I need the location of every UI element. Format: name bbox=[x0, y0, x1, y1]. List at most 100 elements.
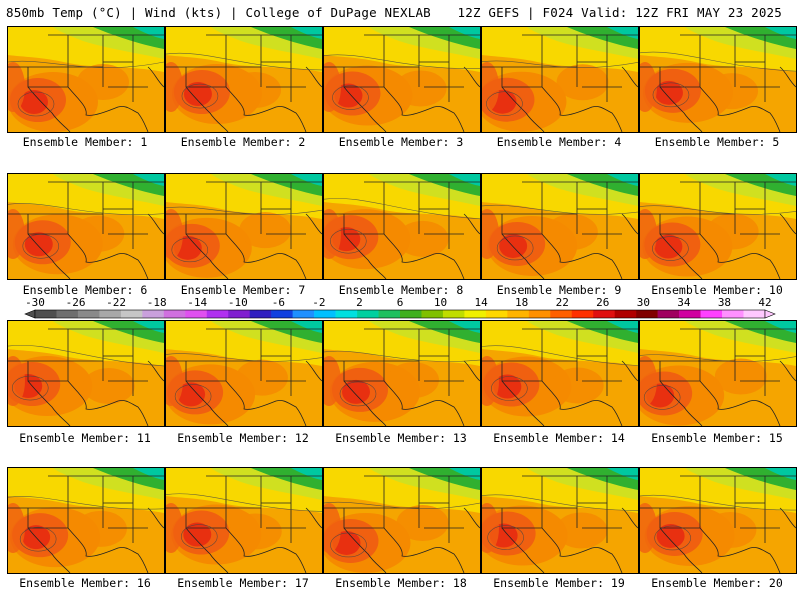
temperature-colorbar: -30 -26 -22 -18 -14 -10 -6 -2 2 6 10 14 18 22 26 30 34 38… bbox=[24, 296, 776, 319]
colorbar-segment bbox=[185, 310, 208, 318]
temperature-field bbox=[482, 321, 638, 426]
colorbar-segment bbox=[636, 310, 658, 318]
colorbar-segment bbox=[120, 310, 143, 318]
member-label-10: Ensemble Member: 10 bbox=[651, 283, 783, 297]
temperature-field bbox=[640, 321, 796, 426]
colorbar-segment bbox=[464, 310, 487, 318]
colorbar-segment bbox=[206, 310, 229, 318]
colorbar-segment bbox=[528, 310, 551, 318]
member-label-19: Ensemble Member: 19 bbox=[493, 576, 625, 590]
member-map-15 bbox=[639, 320, 797, 427]
colorbar-tick-label: 22 bbox=[556, 296, 569, 309]
colorbar-segment bbox=[743, 310, 766, 318]
colorbar-tick-label: -18 bbox=[147, 296, 167, 309]
colorbar-segment bbox=[357, 310, 379, 318]
member-map-19 bbox=[481, 467, 639, 574]
colorbar-segment bbox=[700, 310, 723, 318]
colorbar-segment bbox=[56, 310, 79, 318]
colorbar-tick-label: -6 bbox=[272, 296, 285, 309]
temperature-field bbox=[324, 468, 480, 573]
member-map-16 bbox=[7, 467, 165, 574]
colorbar-segment bbox=[335, 310, 358, 318]
temperature-field bbox=[8, 174, 164, 279]
member-label-3: Ensemble Member: 3 bbox=[338, 135, 464, 149]
colorbar-segment bbox=[679, 310, 701, 318]
member-label-9: Ensemble Member: 9 bbox=[496, 283, 622, 297]
temperature-field bbox=[482, 468, 638, 573]
colorbar-max-arrow bbox=[764, 309, 776, 319]
member-map-14 bbox=[481, 320, 639, 427]
colorbar-tick-label: 14 bbox=[474, 296, 488, 309]
colorbar-tick-label: 42 bbox=[758, 296, 771, 309]
member-map-5 bbox=[639, 26, 797, 133]
temperature-field bbox=[166, 321, 322, 426]
member-map-7 bbox=[165, 173, 323, 280]
colorbar-segment bbox=[142, 310, 165, 318]
member-map-10 bbox=[639, 173, 797, 280]
colorbar-segment bbox=[614, 310, 637, 318]
member-map-18 bbox=[323, 467, 481, 574]
temperature-field bbox=[640, 174, 796, 279]
colorbar-tick-label: -10 bbox=[228, 296, 248, 309]
member-label-2: Ensemble Member: 2 bbox=[180, 135, 306, 149]
colorbar-tick-label: 34 bbox=[677, 296, 691, 309]
member-map-20 bbox=[639, 467, 797, 574]
member-map-13 bbox=[323, 320, 481, 427]
colorbar-tick-label: -2 bbox=[312, 296, 325, 309]
temperature-field bbox=[482, 174, 638, 279]
temperature-field bbox=[166, 27, 322, 132]
temperature-field bbox=[8, 468, 164, 573]
member-label-16: Ensemble Member: 16 bbox=[19, 576, 151, 590]
member-label-4: Ensemble Member: 4 bbox=[496, 135, 622, 149]
colorbar-segment bbox=[228, 310, 251, 318]
temperature-field bbox=[482, 27, 638, 132]
colorbar-tick-label: -26 bbox=[66, 296, 86, 309]
temperature-field bbox=[8, 321, 164, 426]
colorbar-tick-label: 10 bbox=[434, 296, 447, 309]
member-label-1: Ensemble Member: 1 bbox=[22, 135, 148, 149]
model-run-info: 12Z GEFS | F024 Valid: 12Z FRI MAY 23 20… bbox=[457, 5, 782, 20]
colorbar-segment bbox=[378, 310, 401, 318]
temperature-field bbox=[640, 27, 796, 132]
temperature-field bbox=[324, 174, 480, 279]
colorbar-segment bbox=[442, 310, 465, 318]
member-map-1 bbox=[7, 26, 165, 133]
member-map-9 bbox=[481, 173, 639, 280]
colorbar-tick-label: 2 bbox=[356, 296, 363, 309]
member-map-3 bbox=[323, 26, 481, 133]
member-map-11 bbox=[7, 320, 165, 427]
temperature-field bbox=[640, 468, 796, 573]
colorbar-tick-label: -14 bbox=[187, 296, 207, 309]
member-map-8 bbox=[323, 173, 481, 280]
colorbar-segment bbox=[163, 310, 186, 318]
temperature-field bbox=[8, 27, 164, 132]
member-map-4 bbox=[481, 26, 639, 133]
member-map-6 bbox=[7, 173, 165, 280]
colorbar-tick-label: 18 bbox=[515, 296, 528, 309]
colorbar-segment bbox=[722, 310, 744, 318]
member-label-12: Ensemble Member: 12 bbox=[177, 431, 309, 445]
colorbar-segment bbox=[292, 310, 315, 318]
colorbar-segment bbox=[571, 310, 594, 318]
colorbar-segment bbox=[485, 310, 508, 318]
colorbar-tick-label: 26 bbox=[596, 296, 609, 309]
temperature-field bbox=[324, 321, 480, 426]
colorbar-segment bbox=[550, 310, 573, 318]
member-label-8: Ensemble Member: 8 bbox=[338, 283, 464, 297]
member-label-5: Ensemble Member: 5 bbox=[654, 135, 780, 149]
map-title: 850mb Temp (°C) | Wind (kts) | College o… bbox=[6, 5, 431, 20]
colorbar-segment bbox=[593, 310, 616, 318]
temperature-field bbox=[166, 174, 322, 279]
colorbar-tick-label: -22 bbox=[106, 296, 126, 309]
colorbar-tick-label: 6 bbox=[397, 296, 404, 309]
colorbar-segment bbox=[400, 310, 422, 318]
colorbar-segment bbox=[99, 310, 122, 318]
colorbar-segment bbox=[35, 310, 57, 318]
colorbar-segment bbox=[421, 310, 444, 318]
colorbar-segment bbox=[507, 310, 530, 318]
colorbar-segment bbox=[657, 310, 680, 318]
member-map-17 bbox=[165, 467, 323, 574]
colorbar-segment bbox=[314, 310, 336, 318]
colorbar-segment bbox=[271, 310, 293, 318]
temperature-field bbox=[166, 468, 322, 573]
